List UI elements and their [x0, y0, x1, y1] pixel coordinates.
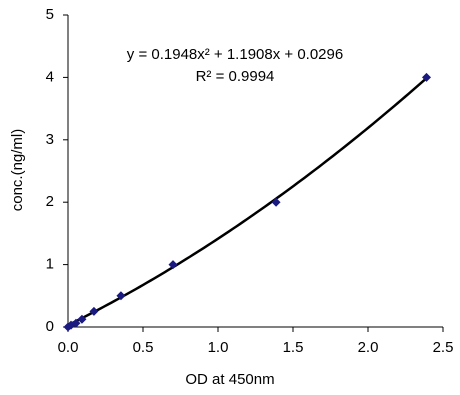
- x-tick-label: 0.5: [133, 339, 154, 356]
- x-tick-label: 2.0: [358, 339, 379, 356]
- y-tick-label: 2: [46, 193, 54, 210]
- data-point: [271, 197, 281, 207]
- x-tick-label: 1.0: [208, 339, 229, 356]
- r-squared: R² = 0.9994: [196, 68, 275, 85]
- y-tick-label: 0: [46, 318, 54, 335]
- trendline-equation: y = 0.1948x² + 1.1908x + 0.0296: [127, 46, 343, 63]
- x-tick-label: 2.5: [433, 339, 454, 356]
- y-axis-title: conc.(ng/ml): [9, 129, 26, 212]
- y-tick-label: 4: [46, 68, 54, 85]
- data-point: [116, 291, 126, 301]
- data-point: [71, 318, 81, 328]
- x-tick-label: 0.0: [58, 339, 79, 356]
- x-axis-title: OD at 450nm: [185, 371, 274, 388]
- y-tick-label: 1: [46, 256, 54, 273]
- trendline: [67, 77, 428, 327]
- data-point: [168, 260, 178, 270]
- y-tick-label: 5: [46, 6, 54, 23]
- y-tick-label: 3: [46, 131, 54, 148]
- data-point: [89, 306, 99, 316]
- x-tick-label: 1.5: [283, 339, 304, 356]
- data-point: [77, 314, 87, 324]
- data-point: [422, 72, 431, 82]
